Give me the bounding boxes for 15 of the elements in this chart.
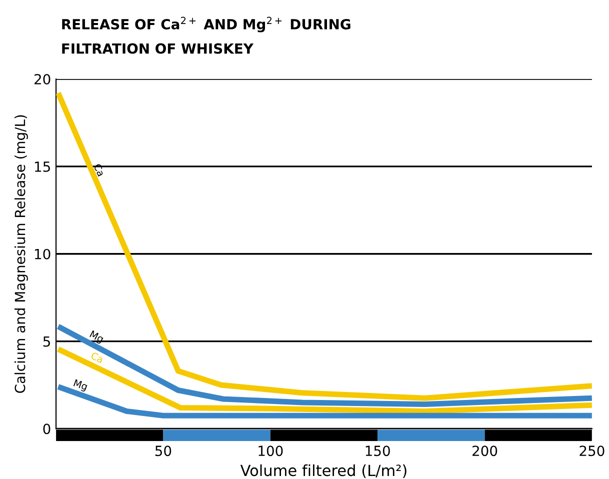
y-tick-label: 15 — [35, 162, 50, 172]
x-axis-title: Volume filtered (L/m²) — [240, 464, 406, 478]
x-tick-label: 150 — [366, 446, 390, 456]
x-tick-label: 50 — [155, 446, 172, 456]
y-tick-label: 10 — [35, 248, 50, 260]
x-tick-label: 100 — [258, 446, 283, 456]
x-tick-label: 200 — [472, 446, 498, 456]
chart-title: RELEASE OF Ca$^{2+}$ AND Mg$^{2+}$ DURING FILTRATION OF WHISKEY — [62, 16, 350, 54]
y-tick-label: 0 — [43, 424, 50, 434]
text: Mg — [72, 379, 88, 392]
text: Ca — [90, 352, 104, 364]
y-tick-label: 5 — [43, 336, 50, 347]
y-axis-title: Calcium and Magnesium Release (mg/L) — [14, 115, 28, 393]
x-tick-label: 250 — [580, 446, 604, 456]
y-tick-label: 20 — [34, 74, 50, 85]
